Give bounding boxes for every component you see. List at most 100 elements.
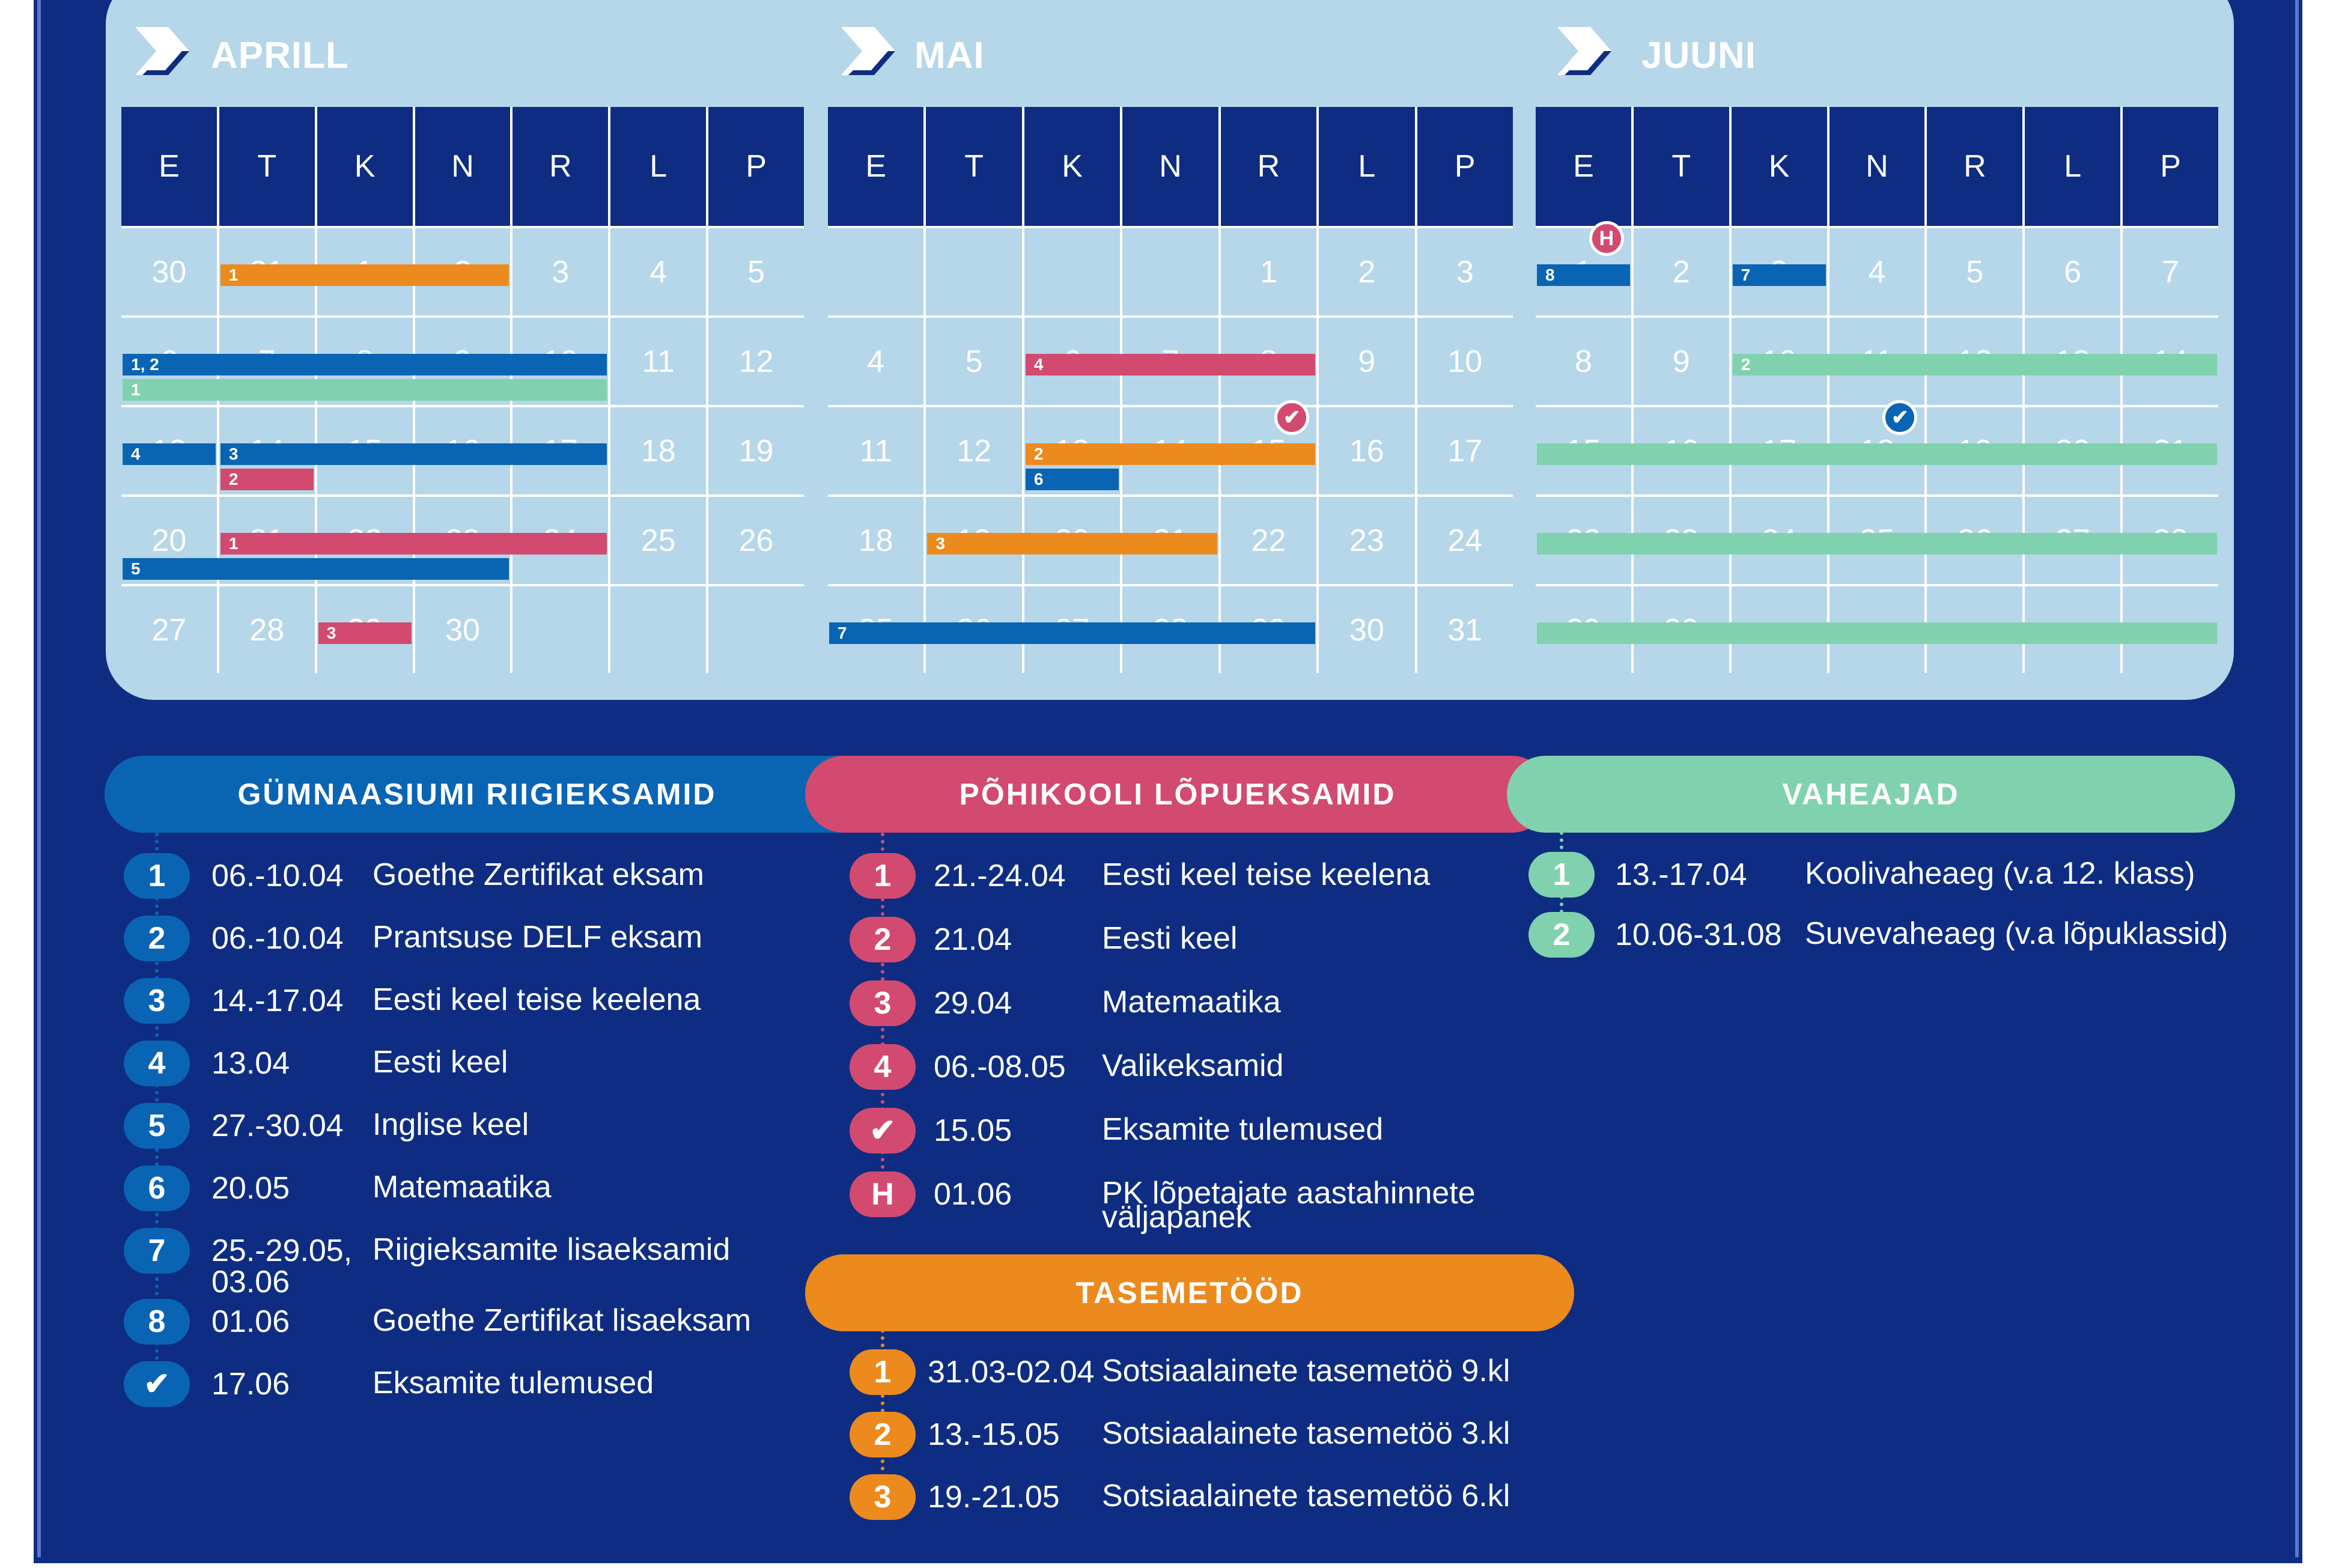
day-cell: 30 <box>415 586 511 673</box>
legend-description: Sotsiaalainete tasemetöö 6.kl <box>1102 1478 1510 1513</box>
legend-description: Eesti keel teise keelena <box>373 982 701 1017</box>
event-bar: 7 <box>829 622 1316 644</box>
breaks-band: VAHEAJAD <box>1507 756 2235 833</box>
event-bar: 1, 2 <box>123 354 607 375</box>
legend-description: Eesti keel teise keelena <box>1102 857 1431 892</box>
legend-description: Koolivaheaeg (v.a 12. klass) <box>1805 856 2195 891</box>
holiday-marker: H <box>1589 221 1624 256</box>
weekday-header: R <box>1927 107 2023 226</box>
weekday-header: T <box>926 107 1022 226</box>
number-badge: 3 <box>124 978 190 1024</box>
legend-item: 1 31.03-02.04 Sotsiaalainete tasemetöö 9.k… <box>850 1349 1691 1403</box>
day-cell: 28 <box>219 586 315 673</box>
event-bar: 5 <box>123 558 509 580</box>
month-name: MAI <box>914 35 985 76</box>
number-badge: 3 <box>850 1474 916 1520</box>
day-cell: 7 <box>2123 228 2218 315</box>
legend-description: Valikeksamid <box>1102 1048 1284 1083</box>
event-bar: 1 <box>123 379 607 401</box>
legend-item: H 01.06 PK lõpetajate aastahinnete väljapan… <box>850 1171 1691 1234</box>
levels-title: TASEMETÖÖD <box>1075 1276 1304 1310</box>
breaks-title: VAHEAJAD <box>1782 777 1960 811</box>
legend-item: 2 06.-10.04 Prantsuse DELF eksam <box>124 916 965 970</box>
event-bar: 3 <box>318 622 412 644</box>
calendar-grid-april: ETKNRLP303112345678910111213141516171819… <box>121 107 804 673</box>
day-cell: 30 <box>1319 586 1415 673</box>
day-cell: 18 <box>610 407 707 494</box>
day-cell: 16 <box>1319 407 1415 494</box>
number-badge: 1 <box>1528 852 1595 898</box>
weekday-header: N <box>415 107 511 226</box>
weekday-header: N <box>1122 107 1218 226</box>
legend-description: Sotsiaalainete tasemetöö 9.kl <box>1102 1354 1510 1388</box>
legend-date: 06.-08.05 <box>934 1050 1066 1084</box>
legend-date: 13.-17.04 <box>1615 857 1747 892</box>
number-badge: 3 <box>850 980 916 1026</box>
event-bar <box>1537 533 2217 555</box>
weekday-header: P <box>2123 107 2218 226</box>
legend-item: ✔ 17.06 Eksamite tulemused <box>124 1361 965 1415</box>
legend-date: 13.-15.05 <box>928 1417 1060 1452</box>
weekday-header: L <box>2025 107 2121 226</box>
check-marker: ✔ <box>1274 400 1310 435</box>
calendar-grid-may: ETKNRLP123456789101112131415161718192021… <box>828 107 1513 673</box>
check-badge-icon: ✔ <box>850 1108 916 1153</box>
legend-description: Riigieksamite lisaeksamid <box>373 1232 731 1267</box>
legend-description: Matemaatika <box>1102 985 1281 1020</box>
number-badge: 1 <box>124 853 190 899</box>
day-cell: 12 <box>926 407 1022 494</box>
basic-title: PÕHIKOOLI LÕPUEKSAMID <box>959 777 1396 811</box>
basic-band-bg <box>805 756 1550 833</box>
weekday-header: T <box>1633 107 1729 226</box>
number-badge: 2 <box>850 1412 916 1457</box>
breaks-band-bg <box>1507 756 2235 833</box>
day-cell: 11 <box>610 318 707 405</box>
day-cell: 3 <box>513 228 609 315</box>
day-cell: 19 <box>708 407 804 494</box>
weekday-header: E <box>121 107 217 226</box>
basic-band: PÕHIKOOLI LÕPUEKSAMID <box>805 756 1550 833</box>
number-badge: 6 <box>124 1165 190 1211</box>
day-cell: 3 <box>1417 228 1513 315</box>
number-badge: 2 <box>124 916 190 961</box>
weekday-header: P <box>1417 107 1513 226</box>
month-name: JUUNI <box>1641 35 1757 76</box>
legend-description: Goethe Zertifikat lisaeksam <box>373 1303 752 1338</box>
number-badge: 1 <box>850 1349 916 1395</box>
day-cell: 5 <box>708 228 804 315</box>
event-bar: 7 <box>1732 264 1826 286</box>
legend-description: Sotsiaalainete tasemetöö 3.kl <box>1102 1416 1510 1451</box>
legend-date: 21.04 <box>934 922 1012 957</box>
number-badge: 8 <box>124 1299 190 1345</box>
check-badge-icon: ✔ <box>124 1361 190 1407</box>
weekday-header: K <box>1024 107 1121 226</box>
check-marker: ✔ <box>1882 400 1918 435</box>
day-cell: 24 <box>1417 497 1513 584</box>
day-cell: 5 <box>926 318 1022 405</box>
day-cell <box>926 228 1022 315</box>
number-badge: H <box>850 1171 916 1217</box>
legend-date: 06.-10.04 <box>211 858 344 893</box>
day-cell <box>1024 228 1121 315</box>
day-cell: 22 <box>1220 497 1317 584</box>
legend-date: 19.-21.05 <box>928 1480 1060 1515</box>
weekday-header: T <box>219 107 315 226</box>
event-bar: 1 <box>220 533 607 555</box>
legend-item: 3 29.04 Matemaatika <box>850 980 1691 1035</box>
chevron-icon <box>1557 27 1611 75</box>
legend-item: 5 27.-30.04 Inglise keel <box>124 1103 965 1157</box>
legend-date: 13.04 <box>211 1046 290 1081</box>
day-cell: 25 <box>610 497 707 584</box>
day-cell: 18 <box>828 497 924 584</box>
legend-date: 27.-30.04 <box>211 1108 344 1143</box>
legend-date: 20.05 <box>211 1171 290 1206</box>
day-cell: 6 <box>2025 228 2121 315</box>
day-cell: 9 <box>1633 318 1729 405</box>
day-cell: 5 <box>1927 228 2023 315</box>
day-cell <box>1122 228 1218 315</box>
day-cell: 2 <box>1319 228 1415 315</box>
event-bar: 8 <box>1537 264 1630 286</box>
legend-description: Inglise keel <box>373 1107 529 1142</box>
day-cell: 12 <box>708 318 804 405</box>
event-bar: 6 <box>1025 469 1119 490</box>
